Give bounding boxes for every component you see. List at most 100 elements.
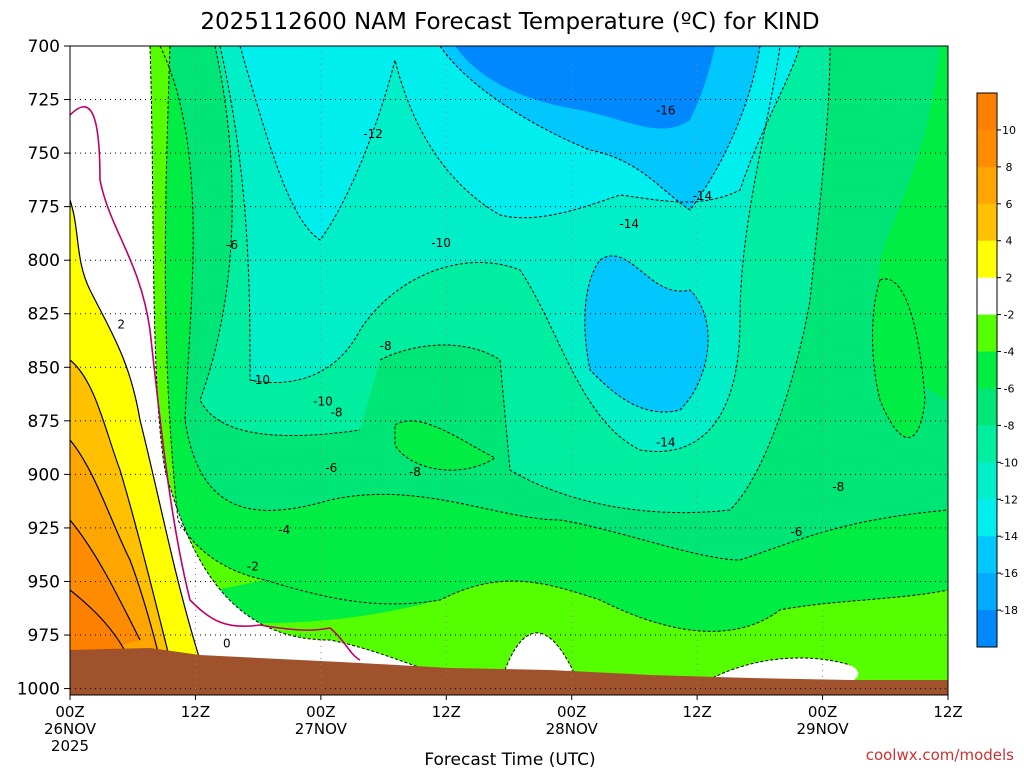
- x-tick-label: 27NOV: [295, 720, 348, 738]
- contour-labels: -16-12-8-14-14-10-62-8-10-10-14-8-6 -8-8-…: [117, 103, 959, 651]
- band-minus6-island-850: [395, 420, 495, 471]
- contour-label: -8: [947, 155, 959, 169]
- colorbar-label: 10: [1002, 124, 1016, 137]
- colorbar-label: -8: [1004, 419, 1015, 432]
- contour-label: -10: [313, 395, 333, 409]
- colorbar-swatch: [977, 499, 997, 537]
- contour-line: [70, 519, 141, 641]
- contour-line: [219, 46, 781, 452]
- contour-label: -12: [363, 127, 383, 141]
- y-tick-label: 750: [28, 144, 60, 164]
- y-tick-label: 900: [28, 465, 60, 485]
- colorbar-swatch: [977, 240, 997, 279]
- colorbar-swatch: [977, 129, 997, 168]
- contour-label: -6: [226, 238, 238, 252]
- contour-label: -8: [832, 480, 844, 494]
- x-tick-label: 12Z: [181, 703, 210, 721]
- y-tick-label: 975: [28, 626, 60, 646]
- y-axis: 700 725 750 775 800 825 850 875 900 925 950 975 1000: [17, 37, 70, 700]
- temperature-fields: [70, 46, 948, 695]
- contour-line: [164, 46, 948, 632]
- y-tick-label: 875: [28, 412, 60, 432]
- contour-line: [70, 439, 161, 661]
- colorbar-swatch: [977, 462, 997, 500]
- x-tick-label: 00Z: [55, 703, 84, 721]
- x-tick-label: 28NOV: [546, 720, 599, 738]
- colorbar-label: -4: [1004, 346, 1015, 359]
- contour-label: -14: [619, 217, 639, 231]
- colorbar-label: -10: [1000, 456, 1018, 469]
- colorbar-swatch: [977, 573, 997, 611]
- credit-text: coolwx.com/models: [866, 746, 1014, 764]
- contour-label: -8: [380, 339, 392, 353]
- contour-line: [159, 46, 948, 561]
- x-tick-label: 12Z: [682, 703, 711, 721]
- band-minus16-lower: [584, 255, 709, 412]
- x-tick-label: 12Z: [432, 703, 461, 721]
- colorbar-swatch: [977, 351, 997, 389]
- band-minus6-island-right: [872, 278, 925, 438]
- plot-area: -16-12-8-14-14-10-62-8-10-10-14-8-6 -8-8-…: [70, 46, 959, 695]
- contour-label: -8: [409, 465, 421, 479]
- x-tick-label: 00Z: [557, 703, 586, 721]
- contour-line: [584, 255, 709, 413]
- colorbar-swatch: [977, 425, 997, 463]
- contour-label: -10: [250, 373, 270, 387]
- y-tick-label: 850: [28, 358, 60, 378]
- colorbar-swatch: [977, 93, 997, 131]
- y-tick-label: 725: [28, 91, 60, 111]
- contour-line: [872, 278, 926, 438]
- colorbar-label: -2: [1004, 309, 1015, 322]
- colorbar-label: 8: [1006, 161, 1013, 174]
- terrain-fill: [70, 648, 948, 695]
- colorbar-label: -6: [1004, 382, 1015, 395]
- contour-label: -10: [431, 236, 451, 250]
- x-tick-label: 00Z: [808, 703, 837, 721]
- contour-label: 0: [223, 637, 231, 651]
- contour-line: [70, 106, 361, 661]
- colorbar-swatch: [977, 166, 997, 205]
- colorbar-swatch: [977, 314, 997, 353]
- contour-label: -2: [247, 559, 259, 573]
- contour-label: -14: [693, 189, 713, 203]
- colorbar: 10 8 6 4 2 -2 -4 -6 -8 -10 -12 -14 -16 -18: [976, 92, 1018, 648]
- colorbar-label: -14: [1000, 530, 1018, 543]
- colorbar-label: 6: [1006, 198, 1013, 211]
- x-tick-label: 29NOV: [797, 720, 850, 738]
- contour-label: -8: [331, 405, 343, 419]
- band-above-minus2-dip: [505, 632, 575, 675]
- contour-label: -6: [325, 461, 337, 475]
- x-tick-label: 00Z: [306, 703, 335, 721]
- y-tick-label: 700: [28, 37, 60, 57]
- y-tick-label: 950: [28, 572, 60, 592]
- colorbar-label: -18: [1000, 604, 1018, 617]
- y-tick-label: 800: [28, 251, 60, 271]
- y-tick-label: 1000: [17, 680, 60, 700]
- contour-line: [199, 46, 831, 514]
- band-above-minus2: [70, 46, 460, 695]
- plot-frame: [69, 45, 949, 696]
- y-tick-label: 925: [28, 519, 60, 539]
- colorbar-label: -12: [1000, 493, 1018, 506]
- band-plus10: [70, 590, 130, 662]
- colorbar-swatch: [977, 203, 997, 242]
- colorbar-swatch: [977, 388, 997, 426]
- contour-line: [239, 46, 801, 241]
- chart-title: 2025112600 NAM Forecast Temperature (ºC)…: [200, 9, 819, 35]
- y-tick-label: 775: [28, 198, 60, 218]
- colorbar-label: -16: [1000, 567, 1018, 580]
- contour-line: [70, 359, 171, 661]
- contour-line: [394, 420, 497, 471]
- colorbar-swatch: [977, 277, 997, 316]
- contour-label: -4: [278, 523, 290, 537]
- grid-lines: [70, 46, 948, 695]
- x-axis-title: Forecast Time (UTC): [424, 750, 595, 768]
- colorbar-label: 4: [1006, 235, 1013, 248]
- colorbar-frame: [976, 92, 998, 648]
- contour-line: [70, 199, 201, 661]
- band-minus18: [455, 46, 715, 129]
- colorbar-swatch: [977, 610, 997, 648]
- x-tick-label: 26NOV: [44, 720, 97, 738]
